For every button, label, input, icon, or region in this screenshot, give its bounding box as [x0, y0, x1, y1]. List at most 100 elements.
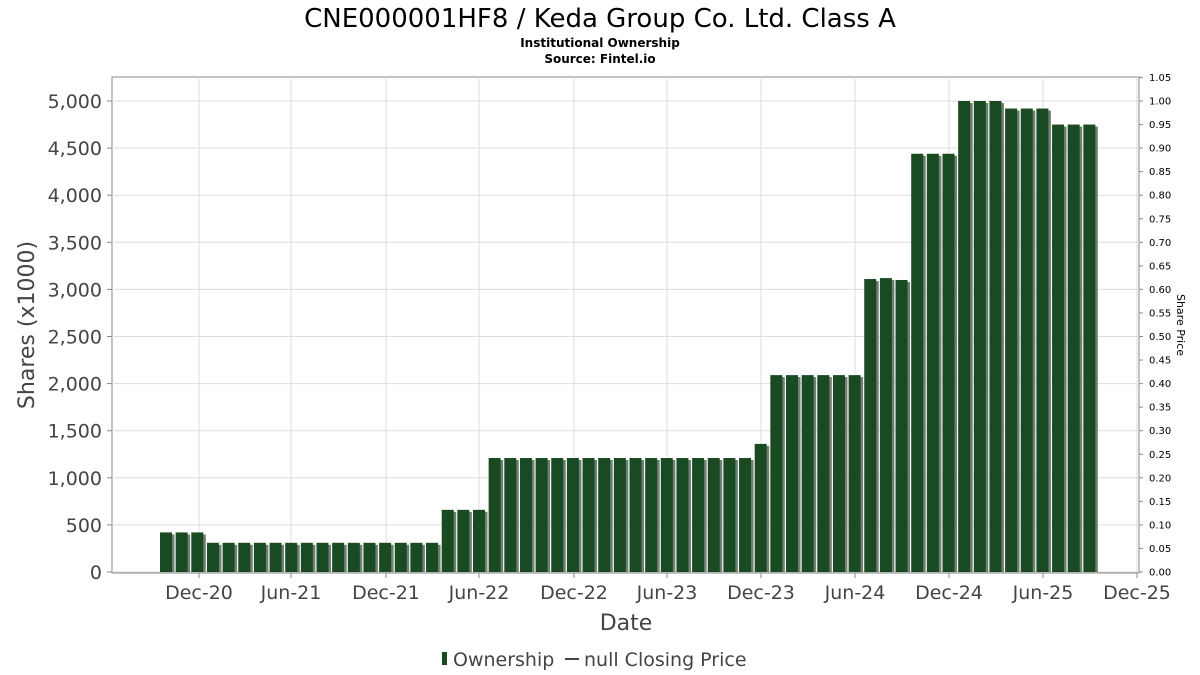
ownership-bar: [754, 443, 767, 572]
right-tick-label: 0.85: [1149, 167, 1171, 178]
ownership-bar: [895, 279, 908, 572]
right-tick-label: 1.05: [1149, 73, 1171, 84]
left-tick-label: 2,500: [48, 327, 102, 349]
x-tick-label: Jun-21: [260, 582, 322, 604]
ownership-bar: [926, 153, 939, 572]
ownership-bar: [676, 458, 689, 572]
right-tick-label: 0.75: [1149, 214, 1171, 225]
chart-subtitle-line-2: Source: Fintel.io: [544, 52, 655, 66]
right-tick-label: 0.15: [1149, 497, 1171, 508]
axes: [107, 76, 1143, 578]
ownership-bar: [269, 542, 282, 572]
ownership-bar: [238, 542, 251, 572]
ownership-bar: [1036, 108, 1049, 572]
ownership-bar: [394, 542, 407, 572]
ownership-bar: [488, 458, 501, 572]
ownership-bar: [786, 375, 798, 572]
x-tick-label: Jun-25: [1012, 582, 1074, 604]
right-tick-label: 0.95: [1149, 120, 1171, 131]
ownership-bar: [316, 542, 329, 572]
ownership-bar: [739, 458, 752, 572]
ownership-bar: [864, 279, 877, 572]
ownership-bar: [629, 458, 642, 572]
ownership-bar: [879, 278, 892, 572]
right-tick-label: 0.90: [1149, 144, 1171, 155]
right-tick-label: 0.10: [1149, 520, 1171, 531]
ownership-bar: [410, 542, 423, 572]
right-tick-label: 0.50: [1149, 332, 1171, 343]
ownership-bar: [300, 542, 313, 572]
ownership-bar: [347, 542, 360, 572]
ownership-bar: [645, 458, 658, 572]
x-tick-label: Dec-25: [1103, 582, 1171, 604]
ownership-bar: [770, 375, 783, 572]
ownership-bar: [285, 542, 298, 572]
left-tick-label: 4,500: [48, 138, 102, 160]
legend-ownership-label: Ownership: [453, 649, 554, 671]
ownership-bar: [692, 458, 705, 572]
right-tick-label: 0.55: [1149, 308, 1171, 319]
x-tick-label: Dec-21: [352, 582, 420, 604]
ownership-bar: [566, 458, 579, 572]
x-tick-label: Dec-20: [165, 582, 233, 604]
ownership-bar: [958, 101, 971, 572]
right-tick-label: 1.00: [1149, 97, 1171, 108]
ownership-bars: [160, 101, 1098, 573]
ownership-bar: [1020, 108, 1033, 572]
ownership-bar: [519, 458, 532, 572]
ownership-bar: [723, 458, 736, 572]
ownership-bar: [1052, 124, 1065, 573]
chart-subtitle-line-1: Institutional Ownership: [520, 36, 680, 50]
x-tick-label: Dec-24: [915, 582, 983, 604]
right-tick-label: 0.60: [1149, 285, 1171, 296]
ownership-bar: [707, 458, 720, 572]
left-tick-label: 3,500: [48, 232, 102, 254]
y-axis-right-label: Share Price: [1174, 294, 1187, 356]
ownership-bar: [426, 542, 439, 572]
ownership-bar: [1083, 124, 1096, 573]
x-tick-label: Jun-22: [448, 582, 510, 604]
right-tick-label: 0.40: [1149, 379, 1171, 390]
ownership-bar: [817, 375, 830, 572]
right-tick-label: 0.25: [1149, 450, 1171, 461]
ownership-bar: [582, 458, 595, 572]
ownership-bar: [598, 458, 611, 572]
left-tick-label: 0: [90, 562, 102, 584]
ownership-bar: [942, 153, 955, 572]
left-tick-label: 2,000: [48, 374, 102, 396]
ownership-bar: [551, 458, 564, 572]
ownership-bar: [1005, 108, 1018, 572]
right-tick-label: 0.65: [1149, 261, 1171, 272]
ownership-bar: [363, 542, 376, 572]
ownership-bar: [222, 542, 235, 572]
left-tick-label: 3,000: [48, 279, 102, 301]
right-tick-label: 0.30: [1149, 426, 1171, 437]
right-tick-label: 0.80: [1149, 191, 1171, 202]
ownership-bar: [973, 101, 986, 572]
x-tick-label: Jun-23: [636, 582, 698, 604]
ownership-bar: [175, 532, 188, 572]
left-axis-ticks: 0 500 1,000 1,500 2,000 2,500 3,000 3,500 4,000 4…: [48, 91, 102, 584]
ownership-bar: [191, 532, 204, 572]
x-axis-label: Date: [600, 611, 653, 636]
ownership-bar: [613, 458, 626, 572]
legend-price-label: null Closing Price: [584, 649, 747, 671]
ownership-bar: [332, 542, 345, 572]
right-tick-label: 0.35: [1149, 403, 1171, 414]
left-tick-label: 500: [66, 515, 102, 537]
ownership-bar: [253, 542, 266, 572]
chart-title: CNE000001HF8 / Keda Group Co. Ltd. Class…: [304, 4, 896, 34]
ownership-bar: [660, 458, 673, 572]
ownership-bar: [989, 101, 1002, 572]
x-tick-label: Jun-24: [824, 582, 886, 604]
ownership-bar: [848, 375, 861, 572]
right-tick-label: 0.70: [1149, 238, 1171, 249]
x-tick-label: Dec-23: [727, 582, 795, 604]
right-tick-label: 0.20: [1149, 473, 1171, 484]
ownership-bar: [473, 509, 485, 572]
legend-ownership-swatch: [442, 652, 447, 665]
ownership-bar: [535, 458, 548, 572]
left-tick-label: 5,000: [48, 91, 102, 113]
ownership-bar: [1067, 124, 1080, 573]
